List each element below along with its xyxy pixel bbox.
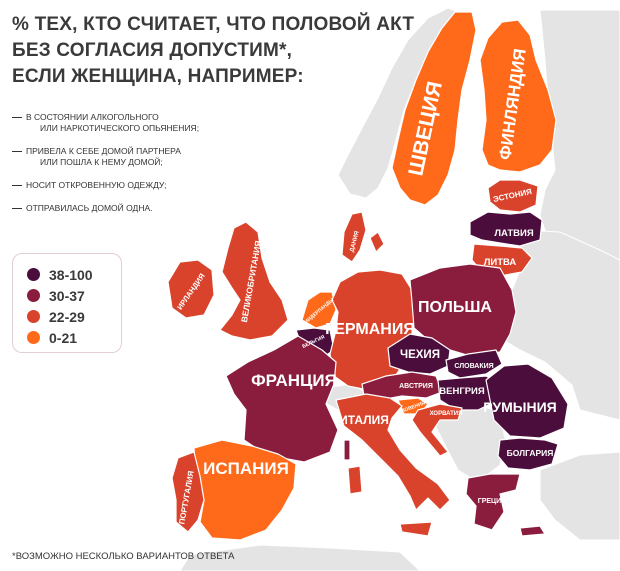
condition-line: ИЛИ НАРКОТИЧЕСКОГО ОПЬЯНЕНИЯ; — [40, 123, 200, 133]
country-italy — [335, 393, 451, 537]
label-germany: ГЕРМАНИЯ — [325, 321, 415, 338]
legend-item: 0-21 — [27, 327, 121, 348]
country-portugal — [171, 451, 205, 533]
country-denmark — [341, 211, 385, 263]
eu-countries — [167, 11, 569, 541]
country-finland — [479, 19, 557, 173]
label-greece: ГРЕЦИЯ — [478, 498, 506, 505]
country-slovakia — [445, 349, 503, 379]
condition-line: ОТПРАВИЛАСЬ ДОМОЙ ОДНА. — [26, 203, 153, 213]
legend-item: 30-37 — [27, 285, 121, 306]
condition-item: В СОСТОЯНИИ АЛКОГОЛЬНОГО ИЛИ НАРКОТИЧЕСК… — [12, 112, 232, 134]
africa-land — [179, 544, 421, 571]
label-austria: АВСТРИЯ — [399, 383, 433, 390]
label-spain: ИСПАНИЯ — [203, 459, 289, 478]
conditions-list: В СОСТОЯНИИ АЛКОГОЛЬНОГО ИЛИ НАРКОТИЧЕСК… — [12, 112, 232, 226]
country-poland — [409, 263, 517, 357]
country-ireland — [167, 259, 215, 319]
legend-swatch — [27, 268, 40, 281]
title-line: % ТЕХ, КТО СЧИТАЕТ, ЧТО ПОЛОВОЙ АКТ — [12, 14, 415, 35]
non-eu-land — [179, 7, 620, 571]
legend-label: 30-37 — [49, 287, 85, 304]
country-estonia — [487, 179, 539, 213]
country-uk — [219, 221, 289, 341]
country-latvia — [469, 211, 543, 247]
label-hungary: ВЕНГРИЯ — [439, 386, 485, 397]
label-italy: ИТАЛИЯ — [339, 413, 389, 427]
map-legend: 38-100 30-37 22-29 0-21 — [12, 253, 122, 353]
legend-swatch — [27, 331, 40, 344]
label-romania: РУМЫНИЯ — [483, 399, 556, 415]
label-slovakia: СЛОВАКИЯ — [454, 363, 493, 370]
label-france: ФРАНЦИЯ — [251, 371, 337, 390]
country-croatia — [411, 403, 463, 457]
country-sweden — [391, 11, 477, 206]
condition-item: ОТПРАВИЛАСЬ ДОМОЙ ОДНА. — [12, 203, 232, 214]
turkey-land — [539, 451, 620, 541]
title-line: ЕСЛИ ЖЕНЩИНА, НАПРИМЕР: — [12, 66, 304, 87]
legend-label: 0-21 — [49, 329, 78, 346]
condition-line: НОСИТ ОТКРОВЕННУЮ ОДЕЖДУ; — [26, 180, 167, 190]
legend-item: 38-100 — [27, 264, 121, 285]
title-line: БЕЗ СОГЛАСИЯ ДОПУСТИМ*, — [12, 40, 293, 61]
condition-item: ПРИВЕЛА К СЕБЕ ДОМОЙ ПАРТНЕРА ИЛИ ПОШЛА … — [12, 146, 232, 168]
condition-line: В СОСТОЯНИИ АЛКОГОЛЬНОГО — [26, 112, 159, 122]
label-denmark: ДАНИЯ — [349, 231, 360, 253]
legend-label: 22-29 — [49, 308, 85, 325]
legend-label: 38-100 — [49, 266, 93, 283]
condition-line: ИЛИ ПОШЛА К НЕМУ ДОМОЙ; — [40, 157, 163, 167]
label-croatia: ХОРВАТИЯ — [430, 411, 463, 417]
country-spain — [193, 439, 297, 541]
condition-line: ПРИВЕЛА К СЕБЕ ДОМОЙ ПАРТНЕРА — [26, 146, 181, 156]
country-greece — [465, 473, 546, 537]
label-poland: ПОЛЬША — [418, 299, 492, 316]
country-france — [225, 335, 351, 463]
label-czechia: ЧЕХИЯ — [400, 349, 440, 361]
country-bulgaria — [497, 437, 559, 471]
legend-swatch — [27, 289, 40, 302]
label-lithuania: ЛИТВА — [484, 257, 517, 268]
footnote: *ВОЗМОЖНО НЕСКОЛЬКО ВАРИАНТОВ ОТВЕТА — [12, 551, 235, 562]
label-latvia: ЛАТВИЯ — [494, 228, 534, 239]
legend-item: 22-29 — [27, 306, 121, 327]
legend-swatch — [27, 310, 40, 323]
map-title: % ТЕХ, КТО СЧИТАЕТ, ЧТО ПОЛОВОЙ АКТ БЕЗ … — [12, 12, 415, 90]
condition-item: НОСИТ ОТКРОВЕННУЮ ОДЕЖДУ; — [12, 180, 232, 191]
country-romania — [485, 363, 569, 439]
label-bulgaria: БОЛГАРИЯ — [507, 448, 554, 458]
